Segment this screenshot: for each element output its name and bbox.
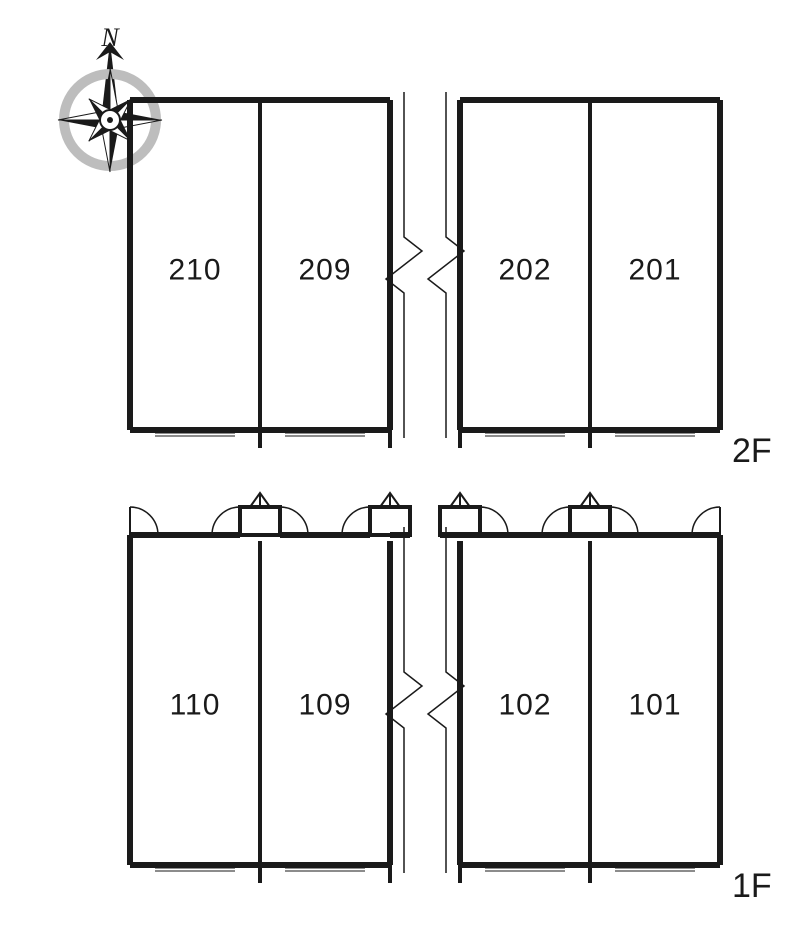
floor-2F: 210 209 202 201 2F bbox=[130, 92, 772, 470]
room-label-209: 209 bbox=[298, 254, 351, 287]
room-label-202: 202 bbox=[498, 254, 551, 287]
floor-1F: 110 109 102 101 1F bbox=[130, 493, 772, 905]
room-label-109: 109 bbox=[298, 689, 351, 722]
room-label-102: 102 bbox=[498, 689, 551, 722]
floor-layout-diagram: N 210 209 202 201 2F 110 109 102 101 1F bbox=[0, 0, 800, 940]
room-label-110: 110 bbox=[170, 689, 221, 722]
room-label-210: 210 bbox=[168, 254, 221, 287]
compass-north-label: N bbox=[100, 23, 120, 52]
floor-label-1F: 1F bbox=[732, 867, 772, 905]
room-label-101: 101 bbox=[628, 689, 681, 722]
floor-label-2F: 2F bbox=[732, 432, 772, 470]
room-label-201: 201 bbox=[628, 254, 681, 287]
